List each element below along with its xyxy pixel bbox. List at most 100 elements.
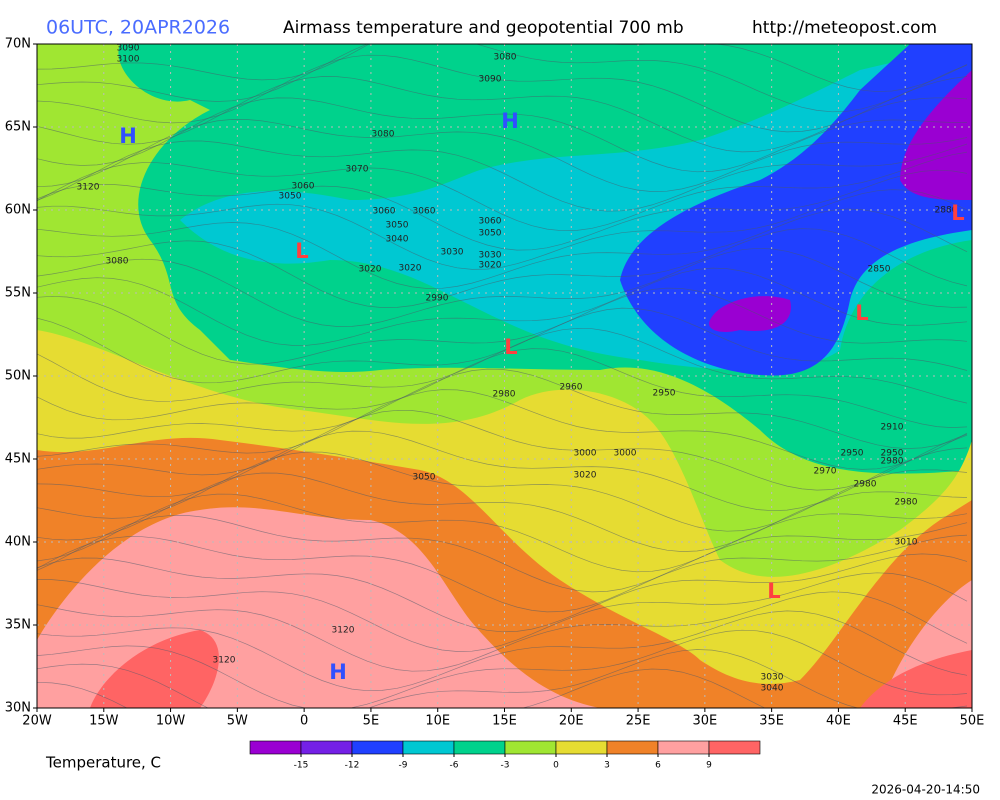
colorbar-swatch	[453, 740, 506, 755]
contour-label: 3040	[386, 235, 409, 245]
colorbar-swatch	[300, 740, 353, 755]
lat-label: 60N	[5, 203, 31, 218]
pressure-center: L	[295, 239, 308, 263]
colorbar-tick-label: -6	[450, 761, 459, 771]
contour-line	[37, 348, 968, 428]
field-band	[90, 630, 219, 708]
contour-label: 3050	[279, 192, 302, 202]
contour-label: 2980	[854, 480, 877, 490]
lon-label: 10E	[425, 714, 450, 729]
contour-line	[37, 610, 968, 692]
contour-line	[37, 228, 968, 308]
contour-line	[37, 591, 968, 672]
pressure-center: H	[501, 109, 519, 133]
colorbar-swatch	[657, 740, 710, 755]
contour-label: 3020	[399, 264, 422, 274]
contour-line	[37, 151, 968, 232]
contour-label: 3030	[761, 673, 784, 683]
lat-label: 65N	[5, 120, 31, 135]
temperature-field	[37, 44, 972, 708]
pressure-center: H	[329, 660, 347, 684]
contour-line	[37, 208, 968, 289]
lon-label: 20W	[22, 714, 52, 729]
contour-label: 3060	[479, 217, 502, 227]
lon-label: 45E	[893, 714, 918, 729]
lat-label: 70N	[5, 37, 31, 52]
contour-line	[37, 327, 968, 404]
field-band	[709, 296, 791, 332]
pressure-center: H	[119, 124, 137, 148]
colorbar-swatch	[402, 740, 455, 755]
lat-label: 40N	[5, 535, 31, 550]
colorbar-tick-label: -12	[345, 761, 360, 771]
contour-line	[37, 430, 968, 512]
contour-line	[37, 44, 968, 113]
contour-label: 2950	[653, 389, 676, 399]
contour-line	[37, 649, 968, 708]
colorbar-swatch	[351, 740, 404, 755]
colorbar-tick-label: -3	[501, 761, 510, 771]
contour-label: 2990	[426, 294, 449, 304]
colorbar-tick-label: 6	[655, 761, 661, 771]
colorbar-swatch	[606, 740, 659, 755]
lon-label: 30E	[692, 714, 717, 729]
pressure-center: L	[767, 579, 780, 603]
contour-line	[37, 451, 968, 532]
contour-line	[37, 247, 968, 327]
contour-label: 3040	[761, 684, 784, 694]
pressure-center: L	[855, 301, 868, 325]
lon-label: 20E	[559, 714, 584, 729]
contour-label: 3000	[574, 449, 597, 459]
contour-lines	[37, 44, 968, 708]
colorbar-tick-label: 9	[706, 761, 712, 771]
contour-line	[37, 409, 968, 491]
timestamp: 2026-04-20-14:50	[871, 783, 980, 797]
lon-label: 5W	[227, 714, 248, 729]
lon-label: 25E	[626, 714, 651, 729]
contour-label: 3100	[117, 55, 140, 65]
pressure-center: L	[951, 201, 964, 225]
colorbar-label: Temperature, C	[45, 754, 161, 772]
contour-label: 3080	[494, 53, 517, 63]
lat-label: 30N	[5, 701, 31, 716]
graticule	[37, 44, 972, 708]
contour-label: 3120	[213, 656, 236, 666]
contour-line	[37, 572, 968, 652]
contour-label: 3050	[413, 473, 436, 483]
contour-line	[37, 389, 968, 470]
lat-label: 45N	[5, 452, 31, 467]
contour-label: 3080	[372, 130, 395, 140]
contour-label: 2910	[881, 423, 904, 433]
contour-line	[37, 44, 968, 92]
contour-line	[37, 140, 968, 212]
colorbar-swatch	[555, 740, 608, 755]
lon-label: 35E	[759, 714, 784, 729]
contour-line	[37, 472, 968, 552]
contour-label: 2950	[881, 449, 904, 459]
colorbar-tick-label: 0	[553, 761, 559, 771]
contour-line	[37, 553, 968, 633]
lon-label: 50E	[960, 714, 985, 729]
contour-line	[37, 267, 968, 346]
contour-label: 3050	[386, 221, 409, 231]
colorbar-swatch	[708, 740, 761, 755]
contour-label: 2980	[895, 498, 918, 508]
colorbar-swatch	[504, 740, 557, 755]
contour-label: 3090	[479, 75, 502, 85]
colorbar-tick-label: -15	[294, 761, 309, 771]
contour-label: 3090	[117, 44, 140, 54]
colorbar-tick-label: 3	[604, 761, 610, 771]
contour-label: 3050	[479, 229, 502, 239]
contour-line	[37, 287, 968, 365]
contour-label: 3070	[346, 165, 369, 175]
contour-label: 3020	[479, 261, 502, 271]
contour-label: 3020	[359, 265, 382, 275]
contour-label: 2980	[493, 390, 516, 400]
contour-label: 3060	[373, 207, 396, 217]
colorbar-tick-label: -9	[399, 761, 408, 771]
field-band	[900, 70, 972, 200]
contour-label: 2850	[868, 265, 891, 275]
pressure-center: L	[504, 335, 517, 359]
contour-line	[37, 189, 968, 270]
